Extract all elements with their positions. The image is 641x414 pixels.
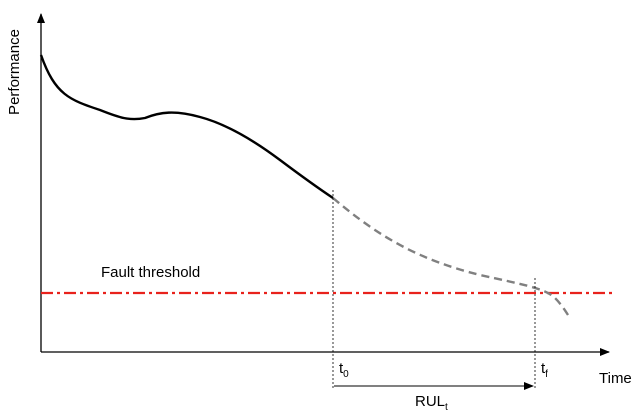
- tf-label: tf: [541, 360, 548, 380]
- fault-threshold-label: Fault threshold: [101, 264, 200, 281]
- rul-label: RULt: [415, 393, 448, 413]
- y-axis-label: Performance: [6, 29, 23, 115]
- t0-label: t0: [339, 360, 349, 380]
- prediction-curve: [332, 197, 571, 319]
- history-curve: [39, 54, 334, 199]
- x-axis-label: Time: [599, 370, 632, 387]
